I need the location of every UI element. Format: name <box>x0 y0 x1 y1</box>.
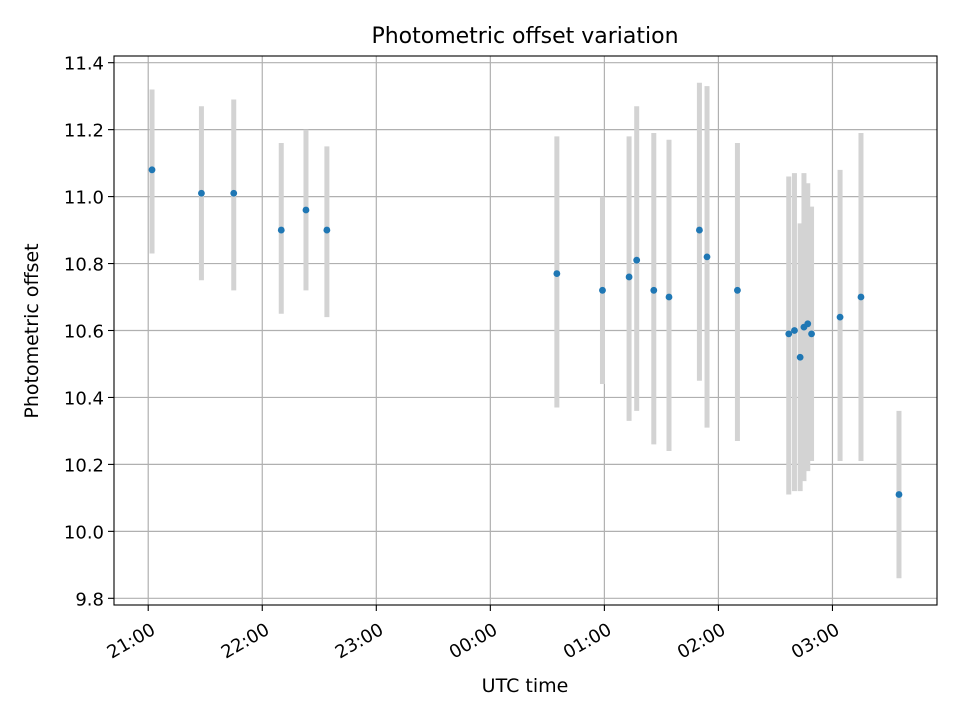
data-point <box>665 293 673 301</box>
data-point <box>895 491 903 498</box>
data-point <box>323 226 331 234</box>
data-point <box>599 286 606 294</box>
y-tick-label: 11.0 <box>64 188 104 209</box>
chart-title: Photometric offset variation <box>371 24 678 49</box>
data-point <box>836 313 844 321</box>
data-point <box>703 253 711 261</box>
data-point <box>857 293 865 301</box>
x-axis-label: UTC time <box>482 675 569 697</box>
data-point <box>553 270 561 277</box>
data-point <box>625 273 633 281</box>
data-point <box>148 166 156 174</box>
data-point <box>302 206 310 214</box>
data-point <box>785 330 793 338</box>
y-tick-label: 9.8 <box>75 589 104 610</box>
data-point <box>804 320 812 328</box>
y-tick-label: 10.8 <box>64 255 104 276</box>
data-point <box>808 330 815 338</box>
data-point <box>650 286 658 294</box>
data-point <box>277 226 285 234</box>
data-points <box>148 166 903 498</box>
data-point <box>696 226 703 234</box>
y-tick-label: 11.2 <box>64 121 104 142</box>
data-point <box>198 189 205 197</box>
data-point <box>734 286 741 294</box>
data-point <box>230 189 238 197</box>
data-point <box>791 327 798 334</box>
y-tick-label: 10.4 <box>64 388 104 409</box>
y-tick-label: 10.6 <box>64 322 104 343</box>
y-tick-label: 11.4 <box>64 54 104 75</box>
data-point <box>796 353 804 361</box>
y-tick-label: 10.0 <box>64 522 104 543</box>
data-point <box>633 256 641 264</box>
y-tick-label: 10.2 <box>64 455 104 476</box>
y-axis-label: Photometric offset <box>21 243 43 418</box>
